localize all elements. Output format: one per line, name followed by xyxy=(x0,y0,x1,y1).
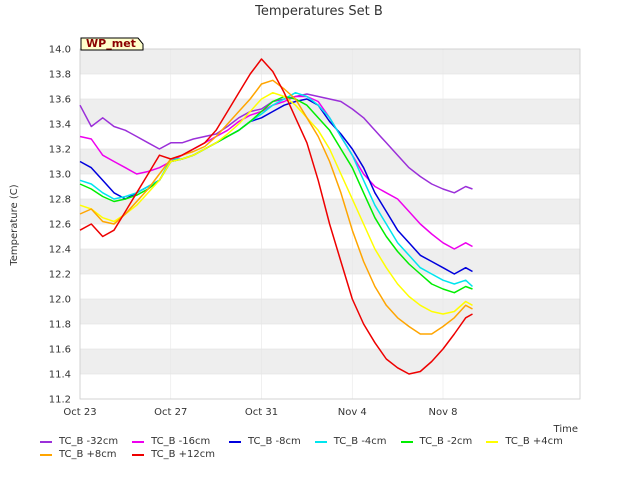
y-tick-label: 13.4 xyxy=(49,120,71,131)
y-axis: 11.2 11.4 11.6 11.8 12.0 12.2 12.4 12.6 12.8 13.0… xyxy=(49,45,71,406)
legend-swatch xyxy=(229,440,242,443)
legend-item: TC_B -8cm xyxy=(229,436,301,447)
y-tick-label: 12.2 xyxy=(49,270,71,281)
y-tick-label: 11.4 xyxy=(49,370,71,381)
series-line xyxy=(79,58,473,375)
legend-label: TC_B +12cm xyxy=(151,449,216,460)
grid-band xyxy=(80,349,580,374)
y-tick-label: 12.4 xyxy=(49,245,71,256)
y-tick-label: 11.6 xyxy=(49,345,71,356)
legend-item: TC_B +12cm xyxy=(132,449,215,460)
badge-label: WP_met xyxy=(86,37,136,50)
x-tick-label: Oct 27 xyxy=(154,407,187,418)
series-line xyxy=(79,95,473,250)
y-tick-label: 13.8 xyxy=(49,70,71,81)
grid-band xyxy=(80,49,580,74)
grid-band xyxy=(80,299,580,324)
x-tick-label: Oct 23 xyxy=(63,407,96,418)
legend-label: TC_B -8cm xyxy=(248,436,301,447)
legend-label: TC_B +4cm xyxy=(505,436,563,447)
y-tick-label: 14.0 xyxy=(49,45,71,56)
legend-swatch xyxy=(40,453,52,456)
legend-swatch xyxy=(314,440,327,443)
y-axis-label: Temperature (C) xyxy=(9,184,20,266)
gridlines xyxy=(79,48,581,400)
y-tick-label: 12.0 xyxy=(49,295,71,306)
series-line xyxy=(79,93,473,194)
legend-item: TC_B -4cm xyxy=(314,436,387,447)
series-line xyxy=(79,79,473,335)
x-axis: Oct 23 Oct 27 Oct 31 Nov 4 Nov 8 xyxy=(63,407,457,418)
legend-swatch xyxy=(132,440,145,443)
legend-swatch xyxy=(40,440,52,443)
grid-band xyxy=(80,99,580,124)
x-tick-label: Nov 8 xyxy=(428,407,457,418)
legend-swatch xyxy=(132,453,145,456)
legend-swatch xyxy=(486,440,499,443)
series-lines xyxy=(79,58,474,375)
y-tick-label: 13.6 xyxy=(49,95,71,106)
series-line xyxy=(79,91,473,315)
y-tick-label: 13.0 xyxy=(49,170,71,181)
legend-item: TC_B -32cm xyxy=(40,436,118,447)
grid-band xyxy=(80,199,580,224)
legend-item: TC_B -2cm xyxy=(400,436,473,447)
legend-label: TC_B -2cm xyxy=(419,436,473,447)
y-tick-label: 11.2 xyxy=(49,395,71,406)
legend-label: TC_B -4cm xyxy=(333,436,387,447)
legend-label: TC_B -32cm xyxy=(59,436,119,447)
chart-title: Temperatures Set B xyxy=(254,4,383,19)
x-axis-label: Time xyxy=(553,424,578,435)
wp-met-badge: WP_met xyxy=(80,37,144,51)
legend: TC_B -32cm TC_B -16cm TC_B -8cm TC_B -4cm TC… xyxy=(40,436,630,460)
y-tick-label: 11.8 xyxy=(49,320,71,331)
y-tick-label: 12.6 xyxy=(49,220,71,231)
grid-band xyxy=(80,249,580,274)
x-tick-label: Nov 4 xyxy=(338,407,367,418)
legend-label: TC_B +8cm xyxy=(59,449,117,460)
plot-frame xyxy=(79,48,581,400)
y-tick-label: 12.8 xyxy=(49,195,71,206)
legend-item: TC_B +8cm xyxy=(40,449,118,460)
legend-item: TC_B -16cm xyxy=(132,436,215,447)
legend-swatch xyxy=(400,440,413,443)
series-line xyxy=(79,91,474,288)
legend-item: TC_B +4cm xyxy=(486,436,563,447)
y-tick-label: 13.2 xyxy=(49,145,71,156)
x-tick-label: Oct 31 xyxy=(245,407,278,418)
legend-label: TC_B -16cm xyxy=(151,436,211,447)
